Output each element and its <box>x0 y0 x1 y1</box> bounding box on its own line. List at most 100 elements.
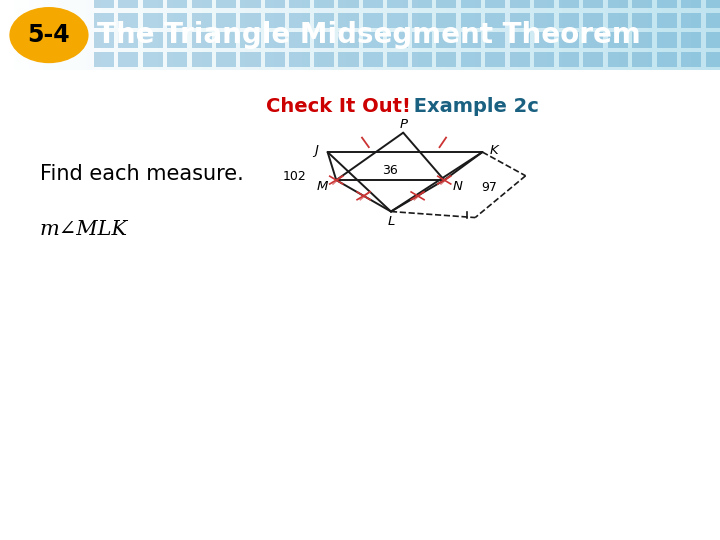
Bar <box>485 52 505 68</box>
Bar <box>706 52 720 68</box>
Bar <box>338 12 359 28</box>
Bar <box>436 12 456 28</box>
Bar <box>681 52 701 68</box>
Bar <box>314 32 334 48</box>
Bar <box>245 0 259 70</box>
Bar <box>608 0 628 9</box>
Bar <box>202 0 216 70</box>
Text: P: P <box>399 118 408 131</box>
Bar <box>143 0 163 9</box>
Bar <box>461 12 481 28</box>
Bar <box>412 0 432 9</box>
Bar <box>363 52 383 68</box>
Bar <box>562 0 576 70</box>
Text: Copyright © by Holt Mc Dougal.: Copyright © by Holt Mc Dougal. <box>446 517 628 528</box>
Bar <box>192 12 212 28</box>
Bar <box>432 0 446 70</box>
Bar <box>583 32 603 48</box>
Bar <box>461 0 481 9</box>
Bar <box>706 32 720 48</box>
Bar <box>216 12 236 28</box>
Bar <box>274 0 288 70</box>
Bar <box>485 12 505 28</box>
Bar <box>605 0 619 70</box>
Bar <box>94 52 114 68</box>
Bar <box>583 52 603 68</box>
Bar <box>691 0 706 70</box>
Text: K: K <box>490 144 498 157</box>
Bar <box>706 0 720 70</box>
Bar <box>387 52 408 68</box>
Bar <box>265 0 285 9</box>
Bar <box>475 0 490 70</box>
Bar <box>167 12 187 28</box>
Text: All Rights Reserved.: All Rights Reserved. <box>644 517 720 528</box>
Bar <box>289 12 310 28</box>
Bar <box>331 0 346 70</box>
Bar <box>115 0 130 70</box>
Bar <box>289 52 310 68</box>
Bar <box>363 32 383 48</box>
Bar <box>167 0 187 9</box>
Bar <box>216 32 236 48</box>
Bar <box>412 32 432 48</box>
Bar <box>0 0 14 70</box>
Bar <box>259 0 274 70</box>
Text: M: M <box>316 180 328 193</box>
Bar <box>314 12 334 28</box>
Bar <box>360 0 374 70</box>
Bar <box>681 32 701 48</box>
Bar <box>346 0 360 70</box>
Text: 102: 102 <box>282 170 306 183</box>
Bar <box>510 52 530 68</box>
Bar <box>94 12 114 28</box>
Bar <box>118 52 138 68</box>
Bar <box>510 12 530 28</box>
Text: L: L <box>387 214 395 227</box>
Bar <box>657 52 677 68</box>
Bar <box>118 12 138 28</box>
Bar <box>547 0 562 70</box>
Bar <box>632 32 652 48</box>
Bar <box>632 52 652 68</box>
Bar <box>314 52 334 68</box>
Bar <box>662 0 677 70</box>
Bar <box>590 0 605 70</box>
Ellipse shape <box>9 7 89 63</box>
Bar <box>436 0 456 9</box>
Bar <box>387 32 408 48</box>
Bar <box>192 32 212 48</box>
Bar <box>173 0 187 70</box>
Bar <box>387 0 408 9</box>
Bar <box>240 12 261 28</box>
Bar <box>576 0 590 70</box>
Bar <box>446 0 461 70</box>
Bar <box>608 52 628 68</box>
Bar <box>461 52 481 68</box>
Bar <box>632 12 652 28</box>
Text: Holt McDougal Geometry: Holt McDougal Geometry <box>13 516 171 529</box>
Bar <box>559 12 579 28</box>
Bar <box>436 32 456 48</box>
Bar <box>559 32 579 48</box>
Bar <box>461 32 481 48</box>
Bar <box>657 32 677 48</box>
Bar <box>533 0 547 70</box>
Bar <box>143 12 163 28</box>
Text: J: J <box>314 144 318 157</box>
Bar <box>338 52 359 68</box>
Bar <box>338 32 359 48</box>
Bar <box>192 52 212 68</box>
Bar <box>289 0 310 9</box>
Bar <box>167 32 187 48</box>
Bar <box>265 12 285 28</box>
Bar <box>317 0 331 70</box>
Bar <box>583 0 603 9</box>
Bar <box>485 0 505 9</box>
Bar <box>94 32 114 48</box>
Bar <box>412 52 432 68</box>
Bar <box>363 0 383 9</box>
Bar <box>216 0 236 9</box>
Text: 5-4: 5-4 <box>27 23 71 47</box>
Bar <box>240 52 261 68</box>
